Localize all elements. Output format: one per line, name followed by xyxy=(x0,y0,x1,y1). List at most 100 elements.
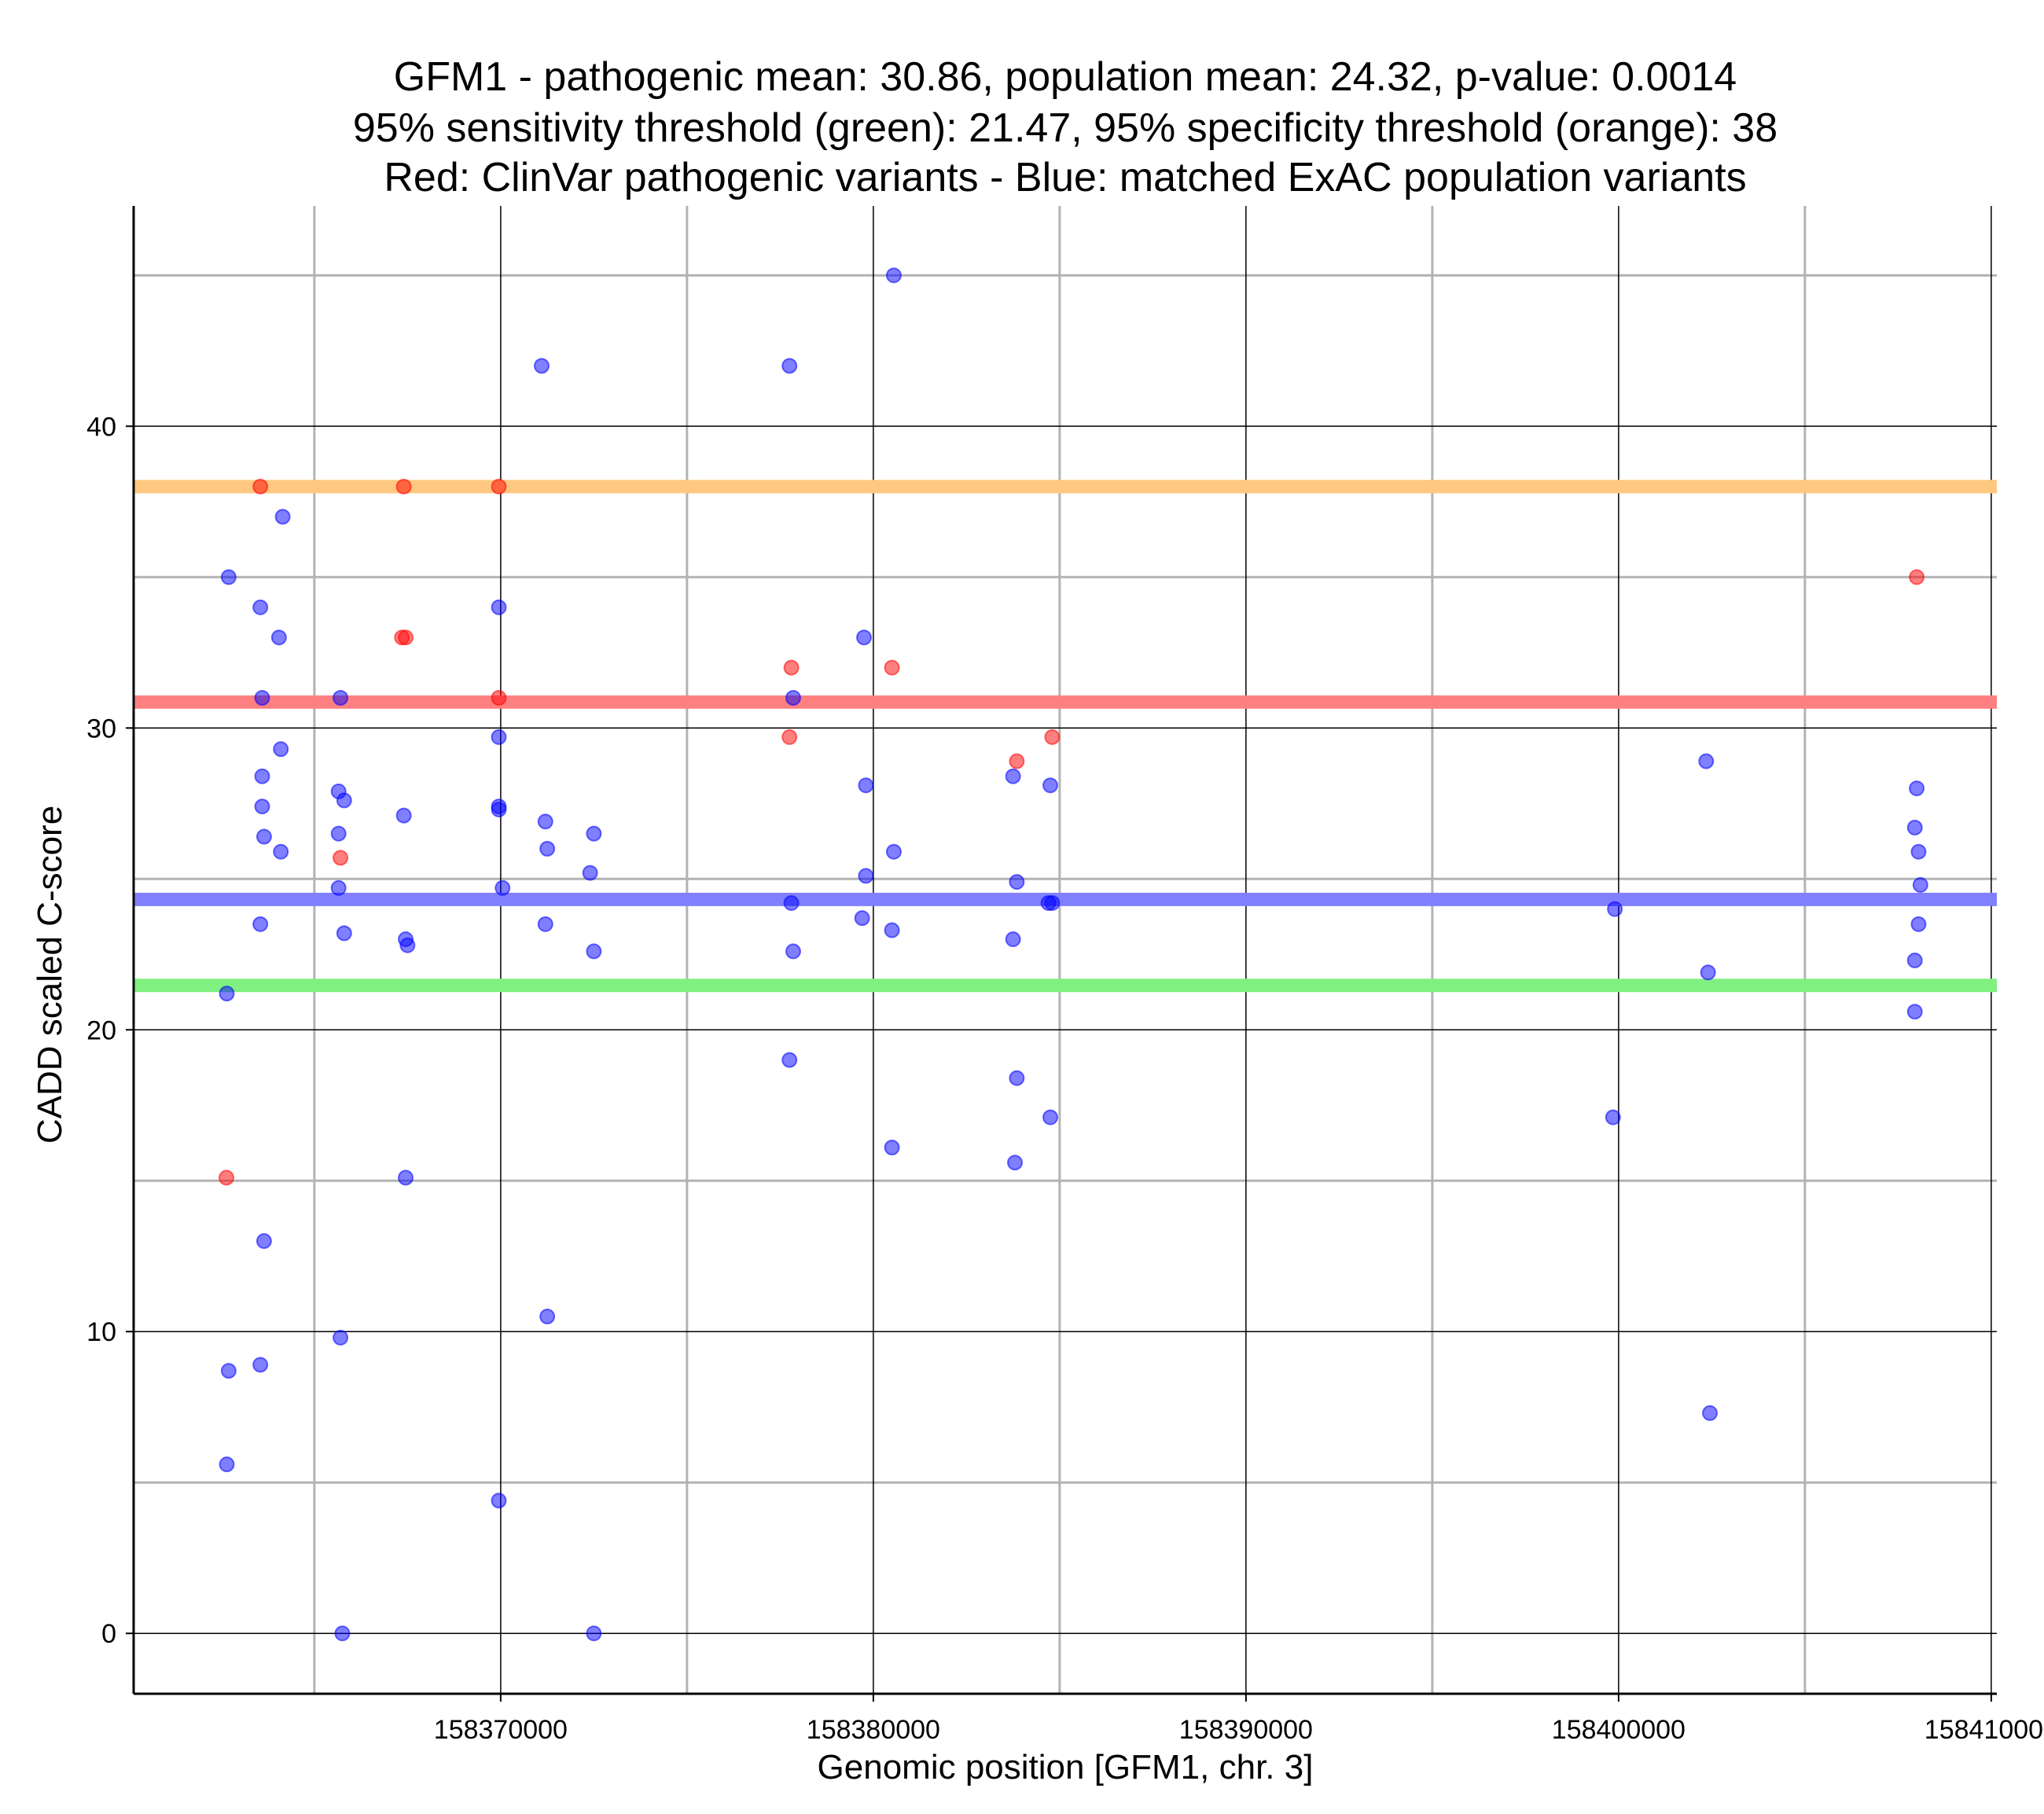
population-point xyxy=(858,868,874,884)
pathogenic-point xyxy=(1044,729,1061,745)
population-point xyxy=(333,1329,349,1346)
population-point xyxy=(539,1309,556,1325)
pathogenic-point xyxy=(783,659,800,676)
pathogenic-point xyxy=(1009,753,1025,769)
population-point xyxy=(256,828,272,845)
population-point xyxy=(537,813,553,830)
population-point xyxy=(884,922,900,938)
population-point xyxy=(336,792,352,809)
population-point xyxy=(783,894,800,911)
population-point xyxy=(220,1363,237,1379)
population-point xyxy=(885,843,902,860)
population-point xyxy=(330,825,347,842)
population-point xyxy=(491,599,507,615)
population-point xyxy=(491,1493,507,1509)
population-point xyxy=(1906,1004,1923,1020)
population-point xyxy=(885,267,902,284)
population-point xyxy=(534,358,550,374)
population-point xyxy=(856,630,873,646)
grid-layer xyxy=(134,206,1997,1694)
population-point xyxy=(1042,1109,1059,1125)
population-point xyxy=(586,943,602,960)
population-point xyxy=(270,630,287,646)
population-point xyxy=(254,689,270,706)
population-point xyxy=(1005,931,1021,948)
population-point xyxy=(539,840,556,857)
population-point xyxy=(491,801,507,817)
x-tick-label: 158390000 xyxy=(1179,1715,1313,1745)
population-point xyxy=(273,741,289,758)
y-tick-label: 40 xyxy=(86,412,116,442)
population-point xyxy=(252,1357,269,1373)
population-point xyxy=(252,599,269,615)
chart-title-line-1: GFM1 - pathogenic mean: 30.86, populatio… xyxy=(394,54,1737,100)
population-point xyxy=(494,879,511,896)
population-point xyxy=(491,729,507,745)
population-point xyxy=(785,943,801,960)
population-point xyxy=(254,768,270,784)
pathogenic-point xyxy=(884,659,900,676)
pathogenic-point xyxy=(395,479,412,495)
population-point xyxy=(1906,819,1923,835)
population-point xyxy=(219,1456,235,1473)
population-point xyxy=(1909,780,1925,797)
data-points xyxy=(219,267,1928,1642)
population-point xyxy=(1009,1070,1025,1086)
population-point xyxy=(1910,916,1927,932)
population-point xyxy=(274,509,291,525)
population-point xyxy=(1605,1109,1621,1125)
population-point xyxy=(1702,1405,1719,1421)
population-point xyxy=(252,916,269,932)
population-point xyxy=(1698,753,1715,769)
population-point xyxy=(1700,964,1716,981)
population-point xyxy=(399,937,416,953)
pathogenic-point xyxy=(491,479,507,495)
pathogenic-point xyxy=(781,729,798,745)
population-point xyxy=(1910,843,1927,860)
population-point xyxy=(785,689,801,706)
population-point xyxy=(336,925,352,942)
pathogenic-point xyxy=(333,850,349,866)
y-tick-label: 10 xyxy=(86,1317,116,1347)
x-tick-label: 158400000 xyxy=(1552,1715,1686,1745)
population-point xyxy=(219,986,235,1002)
y-tick-label: 30 xyxy=(86,714,116,744)
y-axis-label: CADD scaled C-score xyxy=(31,806,69,1144)
population-point xyxy=(334,1625,351,1642)
tick-labels: 158370000 158380000 158390000 158400000 1584… xyxy=(86,412,2044,1745)
population-point xyxy=(1044,894,1061,911)
chart-title-line-2: 95% sensitivity threshold (green): 21.47… xyxy=(353,105,1777,151)
population-point xyxy=(582,865,598,881)
pathogenic-point xyxy=(491,689,507,706)
threshold-lines xyxy=(134,479,1997,993)
population-point xyxy=(1005,768,1021,784)
population-point xyxy=(398,1170,414,1186)
chart-title-line-3: Red: ClinVar pathogenic variants - Blue:… xyxy=(384,155,1746,200)
population-point xyxy=(220,569,237,586)
population-point xyxy=(1007,1155,1024,1171)
population-point xyxy=(1042,777,1059,794)
population-point xyxy=(781,1052,798,1068)
population-point xyxy=(586,1625,602,1642)
population-point xyxy=(254,799,270,815)
y-tick-label: 0 xyxy=(101,1619,116,1649)
population-point xyxy=(1912,876,1928,893)
x-axis-label: Genomic position [GFM1, chr. 3] xyxy=(818,1748,1314,1786)
population-point xyxy=(330,879,347,896)
population-point xyxy=(537,916,553,932)
x-tick-label: 158380000 xyxy=(807,1715,940,1745)
population-point xyxy=(781,358,798,374)
population-point xyxy=(1906,952,1923,968)
population-point xyxy=(273,843,289,860)
y-tick-label: 20 xyxy=(86,1015,116,1045)
axes xyxy=(132,206,1997,1695)
pathogenic-point xyxy=(252,479,269,495)
pathogenic-point xyxy=(398,630,414,646)
population-point xyxy=(1607,901,1623,917)
population-point xyxy=(586,825,602,842)
pathogenic-point xyxy=(219,1170,235,1186)
population-point xyxy=(1009,874,1025,890)
population-point xyxy=(395,807,412,824)
